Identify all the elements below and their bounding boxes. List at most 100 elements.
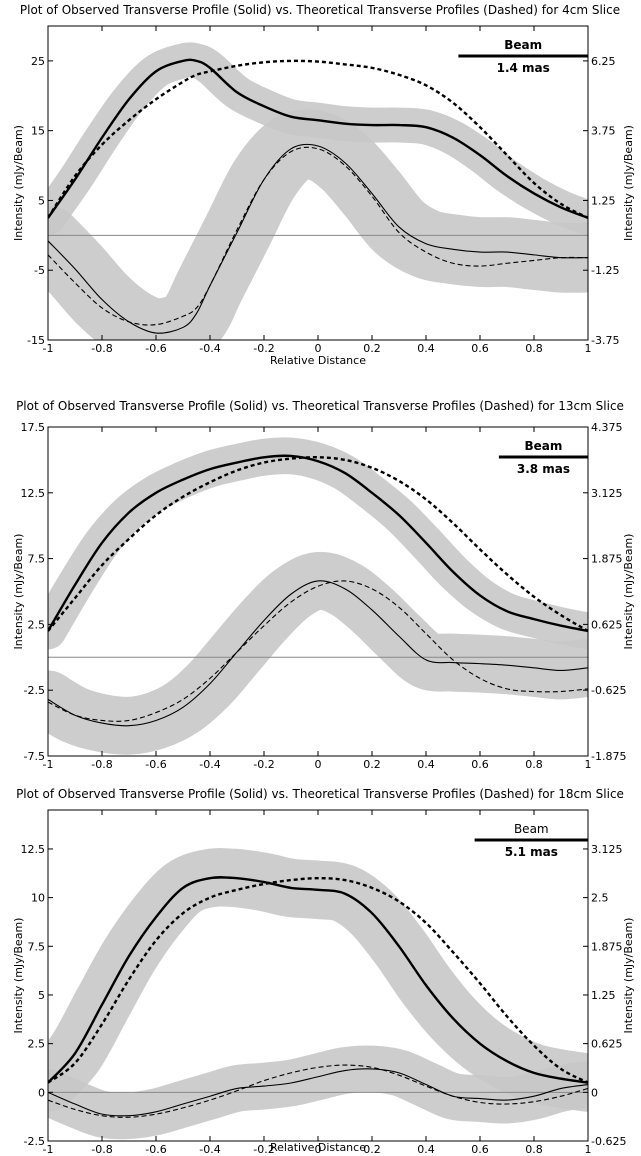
theoretical-profile-line — [48, 456, 588, 633]
y-tick-right-label: -1.25 — [591, 264, 619, 277]
y-tick-label: -15 — [27, 334, 45, 347]
y-tick-label: -2.5 — [24, 1135, 45, 1148]
y-tick-right-label: -0.625 — [591, 684, 626, 697]
y-tick-label: 10 — [31, 892, 45, 905]
y-tick-right-label: 3.125 — [591, 843, 623, 856]
observed-profile-line — [48, 58, 588, 220]
x-tick-label: -0.4 — [199, 1143, 220, 1155]
x-tick-label: -0.4 — [199, 342, 220, 355]
x-tick-label: 0 — [315, 1143, 322, 1155]
chart-svg: Plot of Observed Transverse Profile (Sol… — [12, 3, 635, 367]
y-tick-label: -2.5 — [24, 684, 45, 697]
x-tick-label: 0.8 — [525, 758, 543, 770]
uncertainty-band — [48, 848, 588, 1112]
theoretical-profile-line-scaled — [48, 146, 588, 326]
y-tick-label: 17.5 — [21, 421, 46, 434]
x-tick-label: 0.8 — [525, 1143, 543, 1155]
beam-label: Beam — [504, 38, 542, 52]
x-tick-label: -0.8 — [91, 1143, 112, 1155]
observed-profile-line-scaled — [48, 143, 588, 334]
y-axis-label: Intensity (mJy/Beam) — [12, 534, 25, 650]
y-tick-label: 7.5 — [28, 940, 46, 953]
x-tick-label: -0.6 — [145, 1143, 166, 1155]
y-tick-right-label: 2.5 — [591, 892, 609, 905]
x-tick-label: -1 — [43, 342, 54, 355]
chart-title: Plot of Observed Transverse Profile (Sol… — [16, 399, 624, 413]
observed-profile-line — [48, 454, 588, 633]
chart-panel-18cm: Plot of Observed Transverse Profile (Sol… — [0, 770, 641, 1155]
beam-size-value: 1.4 mas — [497, 61, 550, 75]
observed-profile-line — [48, 876, 588, 1084]
x-tick-label: -0.2 — [253, 342, 274, 355]
x-tick-label: -0.4 — [199, 758, 220, 770]
y-tick-label: 7.5 — [28, 553, 46, 566]
x-tick-label: 1 — [585, 758, 592, 770]
x-tick-label: 0 — [315, 758, 322, 770]
beam-label: Beam — [514, 822, 549, 836]
y-tick-label: 5 — [38, 989, 45, 1002]
y-tick-label: 2.5 — [28, 618, 46, 631]
x-tick-label: 0.6 — [471, 1143, 489, 1155]
y-tick-right-label: -0.625 — [591, 1135, 626, 1148]
chart-svg: Plot of Observed Transverse Profile (Sol… — [12, 787, 635, 1155]
x-tick-label: 1 — [585, 342, 592, 355]
plot-area — [48, 848, 588, 1140]
theoretical-profile-line — [48, 876, 588, 1084]
y-axis-label-right: Intensity (mJy/Beam) — [622, 125, 635, 241]
plot-area — [48, 437, 588, 755]
chart-panel-4cm: Plot of Observed Transverse Profile (Sol… — [0, 0, 641, 385]
y-tick-label: 0 — [38, 1086, 45, 1099]
x-tick-label: 0 — [315, 342, 322, 355]
y-axis-label-right: Intensity (mJy/Beam) — [622, 918, 635, 1034]
x-tick-label: 0.2 — [363, 758, 381, 770]
beam-size-value: 3.8 mas — [517, 462, 570, 476]
x-tick-label: 0.2 — [363, 1143, 381, 1155]
x-tick-label: -0.6 — [145, 758, 166, 770]
y-tick-label: 12.5 — [21, 487, 46, 500]
x-tick-label: -1 — [43, 758, 54, 770]
x-tick-label: 1 — [585, 1143, 592, 1155]
y-tick-right-label: 3.75 — [591, 125, 616, 138]
x-tick-label: -1 — [43, 1143, 54, 1155]
chart-svg: Plot of Observed Transverse Profile (Sol… — [12, 399, 635, 770]
observed-profile-line-scaled — [48, 1068, 588, 1117]
y-axis-label: Intensity (mJy/Beam) — [12, 918, 25, 1034]
y-tick-right-label: 0 — [591, 1086, 598, 1099]
observed-profile-line-scaled — [48, 580, 588, 727]
x-tick-label: -0.8 — [91, 342, 112, 355]
y-tick-label: 5 — [38, 194, 45, 207]
y-axis-label: Intensity (mJy/Beam) — [12, 125, 25, 241]
x-tick-label: 0.4 — [417, 342, 435, 355]
x-tick-label: -0.6 — [145, 342, 166, 355]
y-tick-right-label: 0.625 — [591, 618, 623, 631]
x-tick-label: 0.4 — [417, 1143, 435, 1155]
theoretical-profile-line-scaled — [48, 1064, 588, 1118]
y-tick-label: -7.5 — [24, 750, 45, 763]
y-tick-right-label: -1.875 — [591, 750, 626, 763]
chart-panel-13cm: Plot of Observed Transverse Profile (Sol… — [0, 385, 641, 770]
beam-label: Beam — [525, 439, 563, 453]
x-tick-label: -0.2 — [253, 758, 274, 770]
y-tick-right-label: 1.875 — [591, 553, 623, 566]
y-tick-right-label: 0.625 — [591, 1038, 623, 1051]
plot-area — [48, 42, 588, 340]
y-tick-label: -5 — [34, 264, 45, 277]
theoretical-profile-line-scaled — [48, 580, 588, 722]
x-tick-label: 0.6 — [471, 758, 489, 770]
y-tick-right-label: -3.75 — [591, 334, 619, 347]
x-tick-label: -0.2 — [253, 1143, 274, 1155]
x-tick-label: 0.4 — [417, 758, 435, 770]
x-axis-label: Relative Distance — [270, 1141, 366, 1154]
x-axis-label: Relative Distance — [270, 354, 366, 367]
x-tick-label: -0.8 — [91, 758, 112, 770]
theoretical-profile-line — [48, 59, 588, 219]
y-tick-label: 15 — [31, 125, 45, 138]
y-tick-right-label: 1.875 — [591, 940, 623, 953]
x-tick-label: 0.8 — [525, 342, 543, 355]
y-tick-right-label: 1.25 — [591, 194, 616, 207]
y-axis-label-right: Intensity (mJy/Beam) — [622, 534, 635, 650]
y-tick-label: 2.5 — [28, 1038, 46, 1051]
y-tick-label: 25 — [31, 55, 45, 68]
y-tick-right-label: 6.25 — [591, 55, 616, 68]
y-tick-right-label: 4.375 — [591, 421, 623, 434]
